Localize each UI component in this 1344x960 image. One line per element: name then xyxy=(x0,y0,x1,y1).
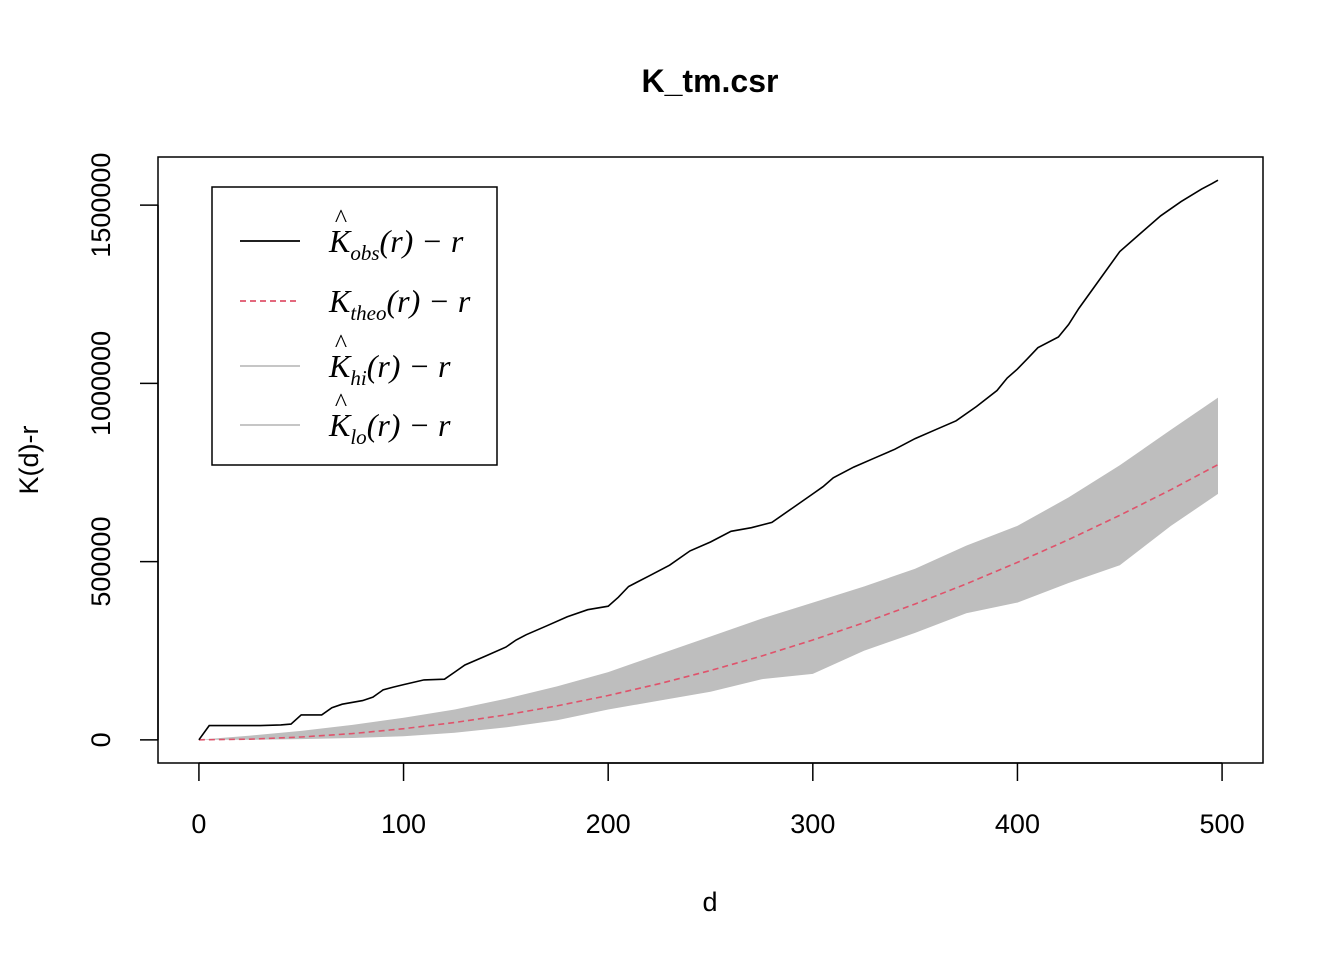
y-tick-label: 1000000 xyxy=(86,331,116,436)
x-axis-label: d xyxy=(702,887,717,917)
x-tick-label: 400 xyxy=(995,809,1040,839)
x-tick-label: 500 xyxy=(1200,809,1245,839)
y-axis: 0 500000 1000000 1500000 xyxy=(86,153,159,747)
legend-hat: ^ xyxy=(335,388,347,417)
y-tick-label: 500000 xyxy=(86,517,116,607)
chart-title: K_tm.csr xyxy=(642,63,779,99)
y-axis-label: K(d)-r xyxy=(14,426,44,495)
x-tick-label: 0 xyxy=(191,809,206,839)
legend-label: Khi(r) − r xyxy=(328,348,451,390)
x-axis: 0 100 200 300 400 500 xyxy=(191,762,1245,839)
x-tick-label: 100 xyxy=(381,809,426,839)
observed-line xyxy=(198,179,1219,741)
legend-item: Ktheo(r) − r xyxy=(240,283,471,325)
legend-label: Kobs(r) − r xyxy=(328,223,464,265)
legend-label: Klo(r) − r xyxy=(328,407,451,449)
theoretical-line xyxy=(198,463,1219,741)
legend-box xyxy=(211,186,498,466)
legend-item: ^Khi(r) − r xyxy=(240,329,451,390)
y-tick-label: 1500000 xyxy=(86,153,116,258)
legend-hat: ^ xyxy=(335,204,347,233)
legend-item: ^Klo(r) − r xyxy=(240,388,451,449)
y-tick-label: 0 xyxy=(86,732,116,747)
legend-hat: ^ xyxy=(335,329,347,358)
x-tick-label: 300 xyxy=(790,809,835,839)
plot-area xyxy=(198,179,1219,741)
legend-item: ^Kobs(r) − r xyxy=(240,204,464,265)
legend-label: Ktheo(r) − r xyxy=(328,283,471,325)
x-tick-label: 200 xyxy=(586,809,631,839)
